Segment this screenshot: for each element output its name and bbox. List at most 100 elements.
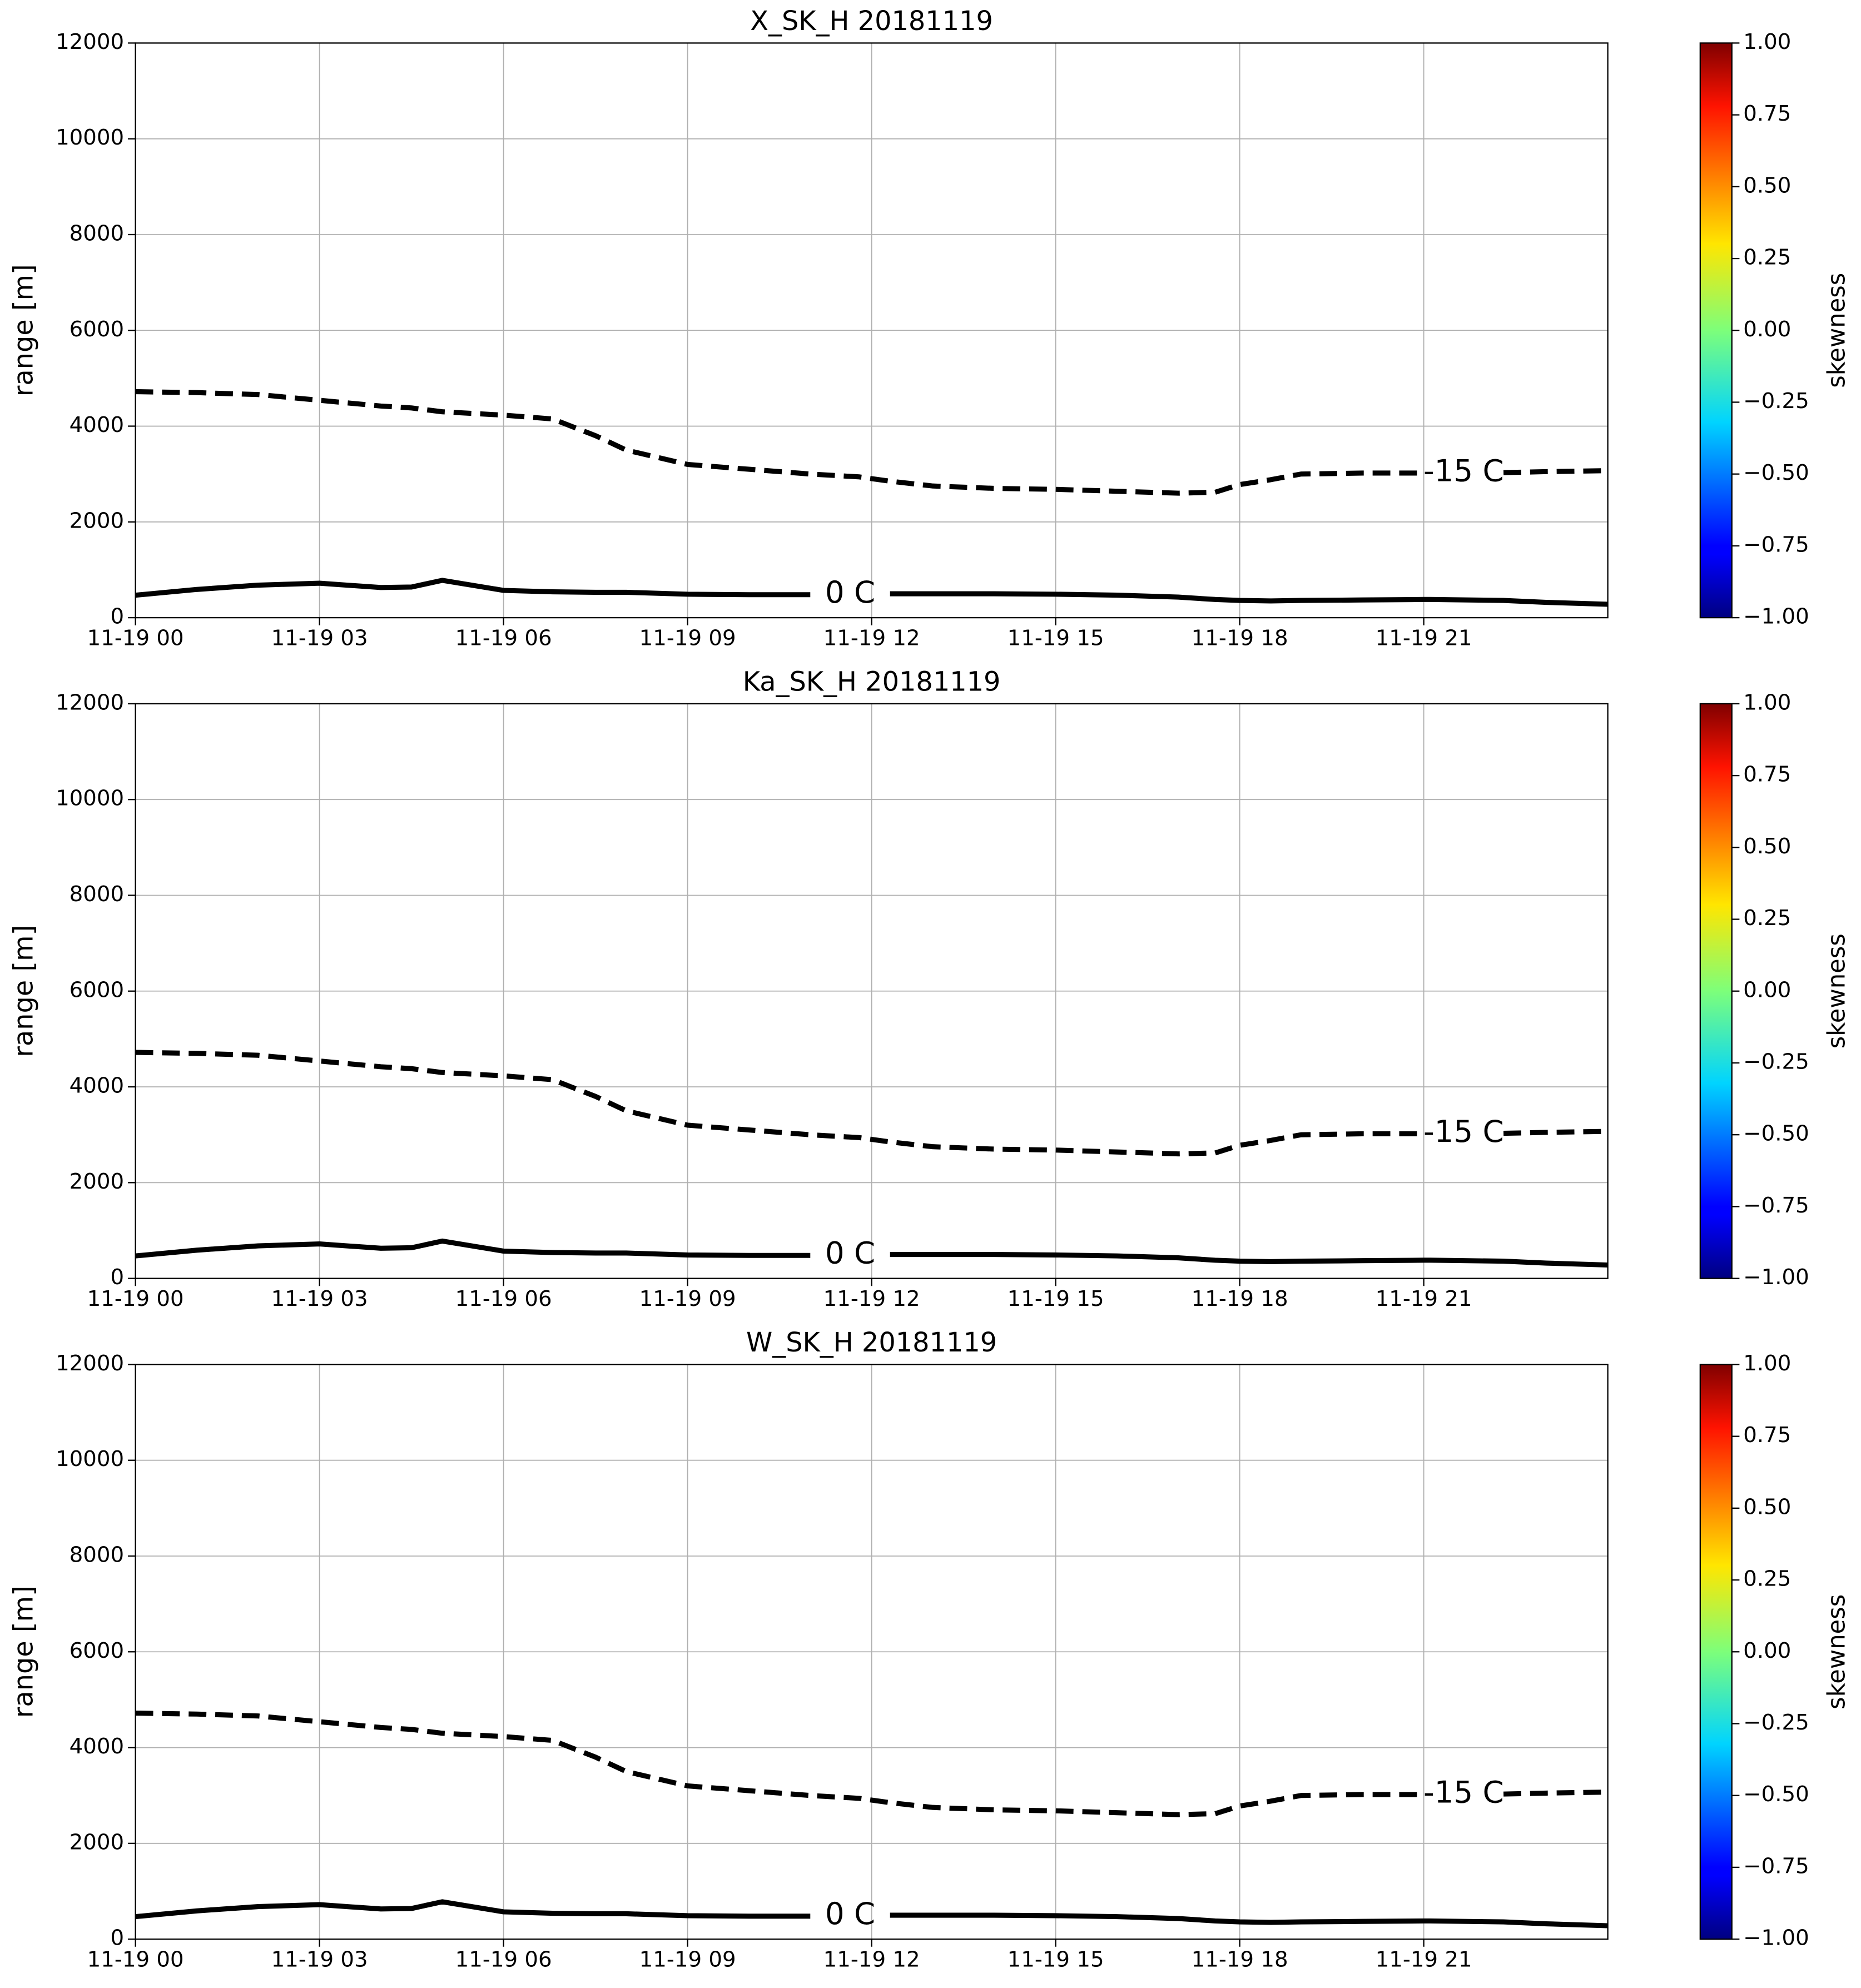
y-tick-label: 2000 (70, 1830, 124, 1855)
colorbar-tick-label: −0.25 (1743, 1049, 1809, 1074)
y-tick-label: 0 (111, 1926, 125, 1951)
y-axis-label: range [m] (9, 1586, 39, 1718)
colorbar-tick-label: −1.00 (1743, 604, 1809, 629)
x-tick-label: 11-19 12 (823, 1286, 920, 1311)
colorbar-tick-label: 0.00 (1743, 1638, 1791, 1663)
x-tick-label: 11-19 09 (639, 625, 736, 650)
x-tick-label: 11-19 12 (823, 625, 920, 650)
x-tick-label: 11-19 06 (455, 1286, 552, 1311)
isotherm-line (135, 578, 1608, 607)
colorbar-tick-label: 1.00 (1743, 29, 1791, 54)
colorbar-tick-label: 0.50 (1743, 834, 1791, 859)
x-tick-label: 11-19 06 (455, 625, 552, 650)
colorbar-label: skewness (1823, 933, 1850, 1048)
colorbar-tick-label: −0.50 (1743, 460, 1809, 485)
x-tick-label: 11-19 21 (1376, 1286, 1472, 1311)
plot-frame (135, 42, 1609, 619)
contour-label: -15 C (1423, 1114, 1504, 1149)
colorbar (1699, 1364, 1733, 1940)
colorbar-tick-label: −0.75 (1743, 1193, 1809, 1218)
y-tick-label: 0 (111, 1265, 125, 1290)
x-tick-label: 11-19 21 (1376, 625, 1472, 650)
y-tick-label: 4000 (70, 412, 124, 438)
isotherm-line (135, 1710, 1608, 1817)
x-tick-label: 11-19 00 (87, 1286, 184, 1311)
y-tick-label: 2000 (70, 1169, 124, 1194)
colorbar-tick-label: 0.25 (1743, 245, 1791, 270)
x-tick-label: 11-19 03 (271, 625, 368, 650)
subplot: 11-19 00 11-19 03 11-19 06 11-19 09 11-19 12… (9, 1328, 1851, 1972)
x-tick-label: 11-19 00 (87, 625, 184, 650)
x-tick-label: 11-19 03 (271, 1286, 368, 1311)
colorbar-tick-label: −0.75 (1743, 1853, 1809, 1878)
y-tick-label: 6000 (70, 317, 124, 342)
colorbar-tick-label: −0.75 (1743, 532, 1809, 557)
x-tick-label: 11-19 12 (823, 1947, 920, 1972)
colorbar (1699, 703, 1733, 1279)
colorbar (1699, 42, 1733, 619)
isotherm-line (135, 1050, 1608, 1157)
colorbar-tick-label: −1.00 (1743, 1265, 1809, 1290)
chart-title: W_SK_H 20181119 (746, 1328, 997, 1358)
colorbar-tick-label: −1.00 (1743, 1926, 1809, 1951)
colorbar-tick-label: 0.00 (1743, 977, 1791, 1002)
x-tick-label: 11-19 09 (639, 1286, 736, 1311)
plot-frame (135, 703, 1609, 1279)
x-tick-label: 11-19 09 (639, 1947, 736, 1972)
x-tick-label: 11-19 18 (1192, 625, 1288, 650)
y-tick-label: 10000 (56, 1447, 124, 1472)
x-tick-label: 11-19 15 (1008, 1286, 1104, 1311)
colorbar-tick-label: 0.75 (1743, 762, 1791, 787)
contour-label: 0 C (825, 1235, 875, 1271)
colorbar-tick-label: 0.50 (1743, 1494, 1791, 1519)
y-tick-label: 6000 (70, 977, 124, 1002)
colorbar-label: skewness (1823, 1594, 1850, 1709)
colorbar-tick-label: −0.50 (1743, 1782, 1809, 1807)
colorbar-tick-label: −0.25 (1743, 1710, 1809, 1735)
colorbar-label: skewness (1823, 273, 1850, 388)
x-tick-label: 11-19 18 (1192, 1947, 1288, 1972)
subplot: 11-19 00 11-19 03 11-19 06 11-19 09 11-19 12… (9, 6, 1851, 650)
y-tick-label: 10000 (56, 786, 124, 811)
chart-title: X_SK_H 20181119 (750, 6, 993, 37)
isotherm-line (135, 389, 1608, 496)
x-tick-label: 11-19 18 (1192, 1286, 1288, 1311)
y-tick-label: 12000 (56, 690, 124, 715)
plot-frame (135, 1364, 1609, 1940)
colorbar-tick-label: 0.75 (1743, 1423, 1791, 1448)
contour-label: 0 C (825, 574, 875, 610)
y-tick-label: 8000 (70, 1542, 124, 1567)
x-tick-label: 11-19 00 (87, 1947, 184, 1972)
y-tick-label: 0 (111, 604, 125, 629)
x-tick-label: 11-19 06 (455, 1947, 552, 1972)
colorbar-tick-label: 0.00 (1743, 317, 1791, 342)
colorbar-tick-label: 1.00 (1743, 1351, 1791, 1376)
colorbar-tick-label: 0.50 (1743, 173, 1791, 198)
y-tick-label: 8000 (70, 882, 124, 907)
isotherm-line (135, 1899, 1608, 1929)
contour-label: 0 C (825, 1896, 875, 1931)
isotherm-line (135, 1238, 1608, 1268)
y-axis-label: range [m] (9, 264, 39, 396)
colorbar-tick-label: 0.75 (1743, 101, 1791, 126)
colorbar-tick-label: −0.50 (1743, 1121, 1809, 1146)
contour-label: -15 C (1423, 453, 1504, 489)
y-tick-label: 8000 (70, 221, 124, 246)
colorbar-tick-label: 1.00 (1743, 690, 1791, 715)
y-tick-label: 4000 (70, 1073, 124, 1099)
colorbar-tick-label: 0.25 (1743, 906, 1791, 931)
chart-title: Ka_SK_H 20181119 (743, 667, 1001, 697)
contour-label: -15 C (1423, 1775, 1504, 1810)
subplot: 11-19 00 11-19 03 11-19 06 11-19 09 11-19 12… (9, 667, 1851, 1311)
y-tick-label: 2000 (70, 508, 124, 533)
y-tick-label: 6000 (70, 1638, 124, 1663)
x-tick-label: 11-19 15 (1008, 1947, 1104, 1972)
x-tick-label: 11-19 15 (1008, 625, 1104, 650)
y-tick-label: 4000 (70, 1734, 124, 1759)
y-tick-label: 10000 (56, 125, 124, 150)
y-axis-label: range [m] (9, 925, 39, 1057)
x-tick-label: 11-19 03 (271, 1947, 368, 1972)
x-tick-label: 11-19 21 (1376, 1947, 1472, 1972)
colorbar-tick-label: 0.25 (1743, 1567, 1791, 1592)
